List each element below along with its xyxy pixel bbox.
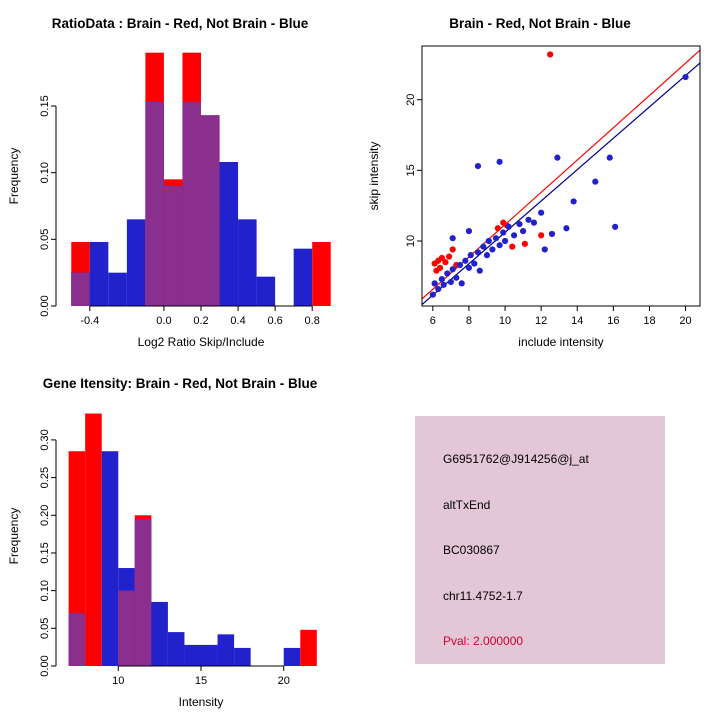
- info-line: G6951762@J914256@j_at: [443, 452, 589, 466]
- ratio-histogram-plot: -0.4 0.0 0.2 0.4 0.6 0.8 0.00 0.05 0.10 0.15 Log2 …: [7, 52, 331, 349]
- svg-text:Log2 Ratio Skip/Include: Log2 Ratio Skip/Include: [138, 335, 265, 349]
- svg-text:0.2: 0.2: [193, 315, 208, 327]
- svg-text:20: 20: [405, 94, 417, 106]
- svg-text:10: 10: [499, 315, 511, 327]
- svg-text:0.10: 0.10: [39, 580, 51, 601]
- svg-text:0.6: 0.6: [267, 315, 282, 327]
- svg-text:Frequency: Frequency: [7, 508, 21, 565]
- svg-text:0.30: 0.30: [39, 429, 51, 450]
- gene-histogram-plot: 10 15 20 0.00 0.05 0.10 0.15 0.20 0.25 0.30 Intens…: [7, 413, 317, 709]
- info-line: altTxEnd: [443, 497, 491, 512]
- svg-text:6: 6: [430, 315, 436, 327]
- panel-ratio-histogram: RatioData : Brain - Red, Not Brain - Blu…: [0, 0, 360, 360]
- info-line: chr11.4752-1.7: [443, 588, 523, 603]
- svg-text:16: 16: [607, 315, 619, 327]
- gene-histogram-title: Gene Itensity: Brain - Red, Not Brain - …: [42, 376, 318, 391]
- svg-text:0.8: 0.8: [305, 315, 320, 327]
- svg-text:12: 12: [535, 315, 547, 327]
- svg-text:14: 14: [571, 315, 583, 327]
- svg-text:skip intensity: skip intensity: [367, 142, 381, 211]
- svg-text:0.15: 0.15: [39, 542, 51, 563]
- svg-text:10: 10: [112, 675, 124, 687]
- svg-text:Intensity: Intensity: [179, 695, 224, 709]
- svg-text:0.25: 0.25: [39, 467, 51, 488]
- svg-text:20: 20: [278, 675, 290, 687]
- svg-text:0.00: 0.00: [39, 295, 51, 316]
- svg-text:0.05: 0.05: [39, 618, 51, 639]
- svg-text:15: 15: [195, 675, 207, 687]
- svg-text:0.05: 0.05: [39, 229, 51, 250]
- svg-text:0.15: 0.15: [39, 95, 51, 116]
- svg-text:Frequency: Frequency: [7, 148, 21, 205]
- panel-gene-histogram: Gene Itensity: Brain - Red, Not Brain - …: [0, 360, 360, 720]
- svg-text:0.0: 0.0: [156, 315, 171, 327]
- svg-text:0.4: 0.4: [230, 315, 245, 327]
- gene-info-box: G6951762@J914256@j_at altTxEnd BC030867 chr…: [415, 416, 665, 664]
- svg-text:15: 15: [405, 164, 417, 176]
- scatter-title: Brain - Red, Not Brain - Blue: [449, 16, 631, 31]
- svg-text:0.00: 0.00: [39, 655, 51, 676]
- intensity-scatter-plot: 6 8 10 12 14 16 18 20 10 15 20 include intensity ski…: [367, 45, 701, 349]
- pval-text: Pval: 2.000000: [443, 634, 524, 648]
- ratio-histogram-title: RatioData : Brain - Red, Not Brain - Blu…: [51, 16, 309, 31]
- svg-text:0.10: 0.10: [39, 162, 51, 183]
- svg-text:include intensity: include intensity: [518, 335, 603, 349]
- svg-text:8: 8: [466, 315, 472, 327]
- panel-intensity-scatter: Brain - Red, Not Brain - Blue 6 8 10 12 14 16…: [360, 0, 720, 360]
- svg-text:-0.4: -0.4: [80, 315, 99, 327]
- svg-text:18: 18: [643, 315, 655, 327]
- info-line: BC030867: [443, 543, 500, 557]
- svg-text:20: 20: [679, 315, 691, 327]
- svg-text:0.20: 0.20: [39, 505, 51, 526]
- svg-text:10: 10: [405, 235, 417, 247]
- panel-gene-info: G6951762@J914256@j_at altTxEnd BC030867 chr…: [360, 360, 720, 720]
